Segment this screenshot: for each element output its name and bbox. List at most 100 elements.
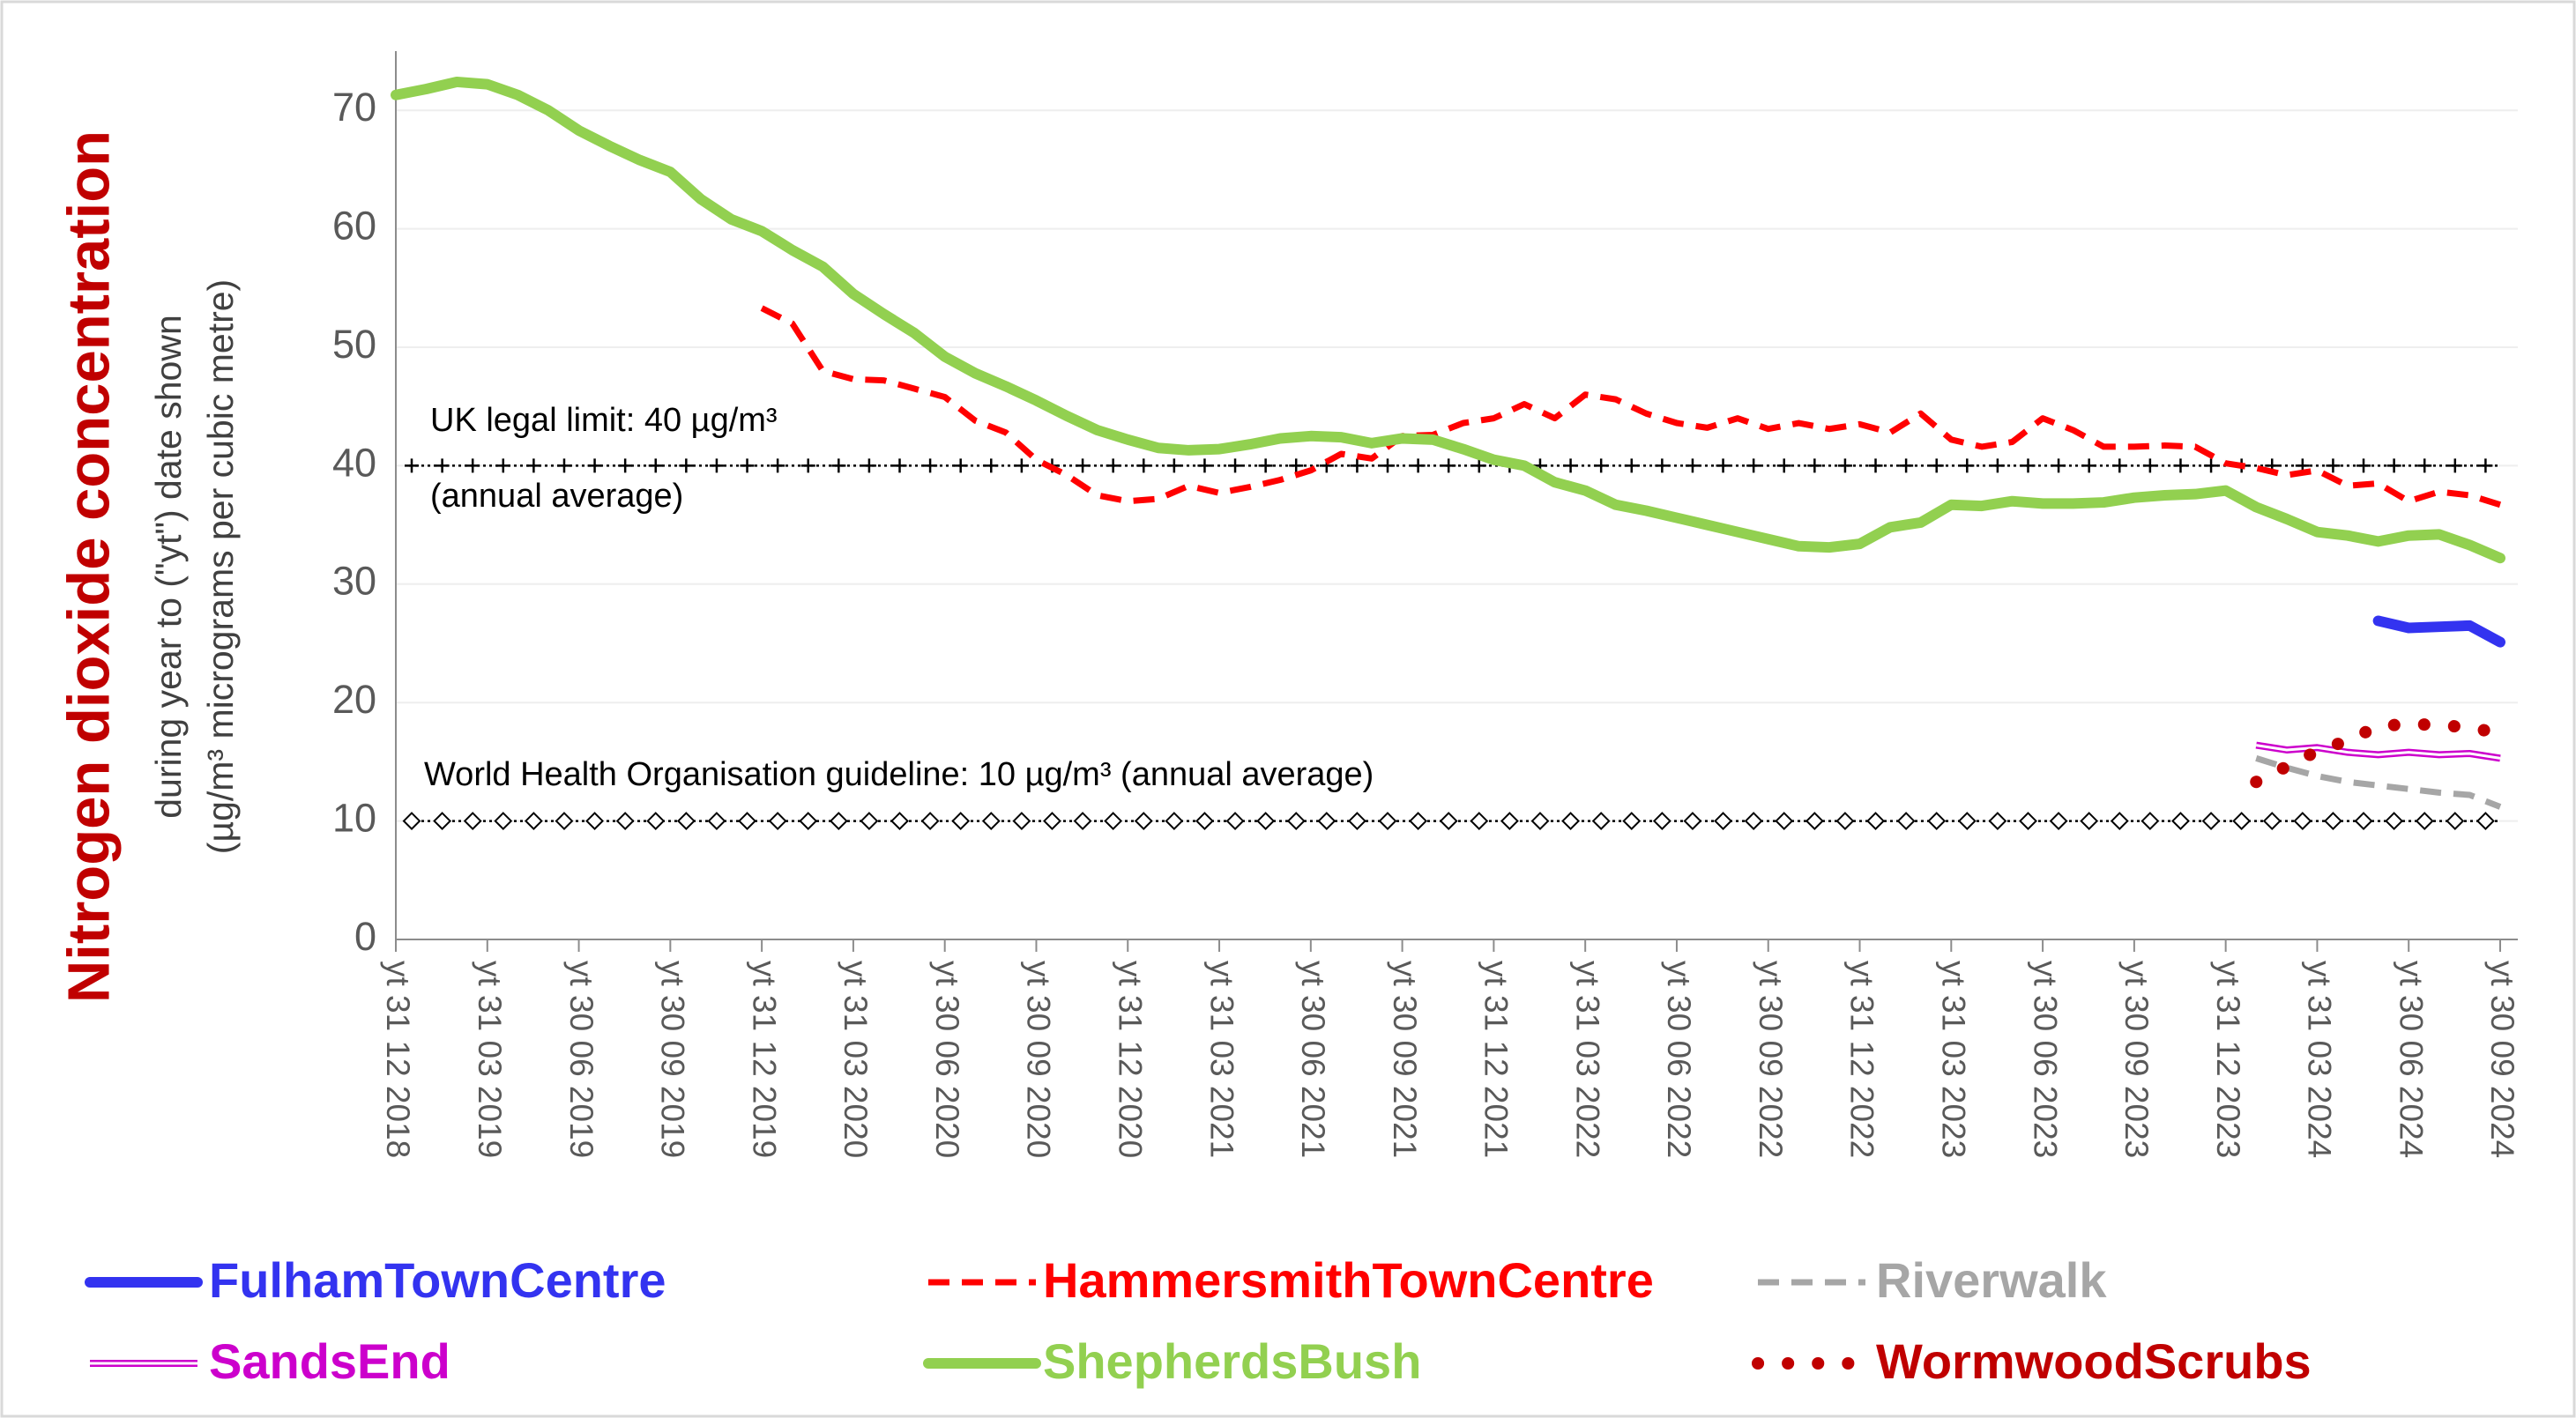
reference-marker — [709, 458, 724, 473]
legend-label: ShepherdsBush — [1043, 1333, 1421, 1389]
reference-marker — [676, 812, 696, 831]
reference-marker — [890, 812, 909, 831]
reference-marker — [1073, 812, 1092, 831]
reference-marker — [2080, 812, 2099, 831]
reference-marker — [2110, 812, 2129, 831]
reference-marker — [1622, 812, 1642, 831]
reference-marker — [860, 812, 879, 831]
x-tick-label: yt 31 03 2023 — [1936, 961, 1972, 1158]
reference-marker — [405, 458, 419, 473]
reference-marker — [1256, 812, 1276, 831]
reference-marker — [435, 458, 450, 473]
reference-marker — [1775, 812, 1794, 831]
reference-marker — [1225, 812, 1245, 831]
reference-marker — [1591, 812, 1611, 831]
reference-marker — [2356, 458, 2371, 473]
x-tick-label: yt 30 06 2024 — [2393, 961, 2429, 1158]
reference-marker — [618, 458, 633, 473]
series-line — [391, 76, 2505, 564]
reference-marker — [1441, 458, 1456, 473]
x-tick-label: yt 31 03 2022 — [1569, 961, 1605, 1158]
reference-marker — [2140, 812, 2160, 831]
reference-marker — [800, 458, 815, 473]
reference-marker — [1563, 458, 1578, 473]
reference-marker — [1136, 458, 1151, 473]
reference-marker — [2447, 458, 2462, 473]
reference-marker — [1624, 458, 1639, 473]
x-tick-label: yt 30 09 2024 — [2484, 961, 2520, 1158]
reference-marker — [1744, 812, 1763, 831]
reference-marker — [2293, 812, 2312, 831]
x-tick-label: yt 30 09 2022 — [1753, 961, 1789, 1158]
reference-marker — [861, 458, 876, 473]
y-axis-label: during year to ("yt") date shown — [148, 315, 189, 819]
series-line-inner — [2256, 744, 2501, 760]
series-line — [2372, 615, 2505, 648]
reference-marker — [951, 812, 971, 831]
reference-marker — [799, 812, 818, 831]
y-tick-label: 30 — [332, 559, 376, 604]
reference-marker — [1165, 812, 1184, 831]
y-tick-label: 10 — [332, 795, 376, 840]
reference-marker — [463, 812, 482, 831]
reference-marker — [556, 458, 571, 473]
reference-marker — [1807, 458, 1822, 473]
reference-marker — [587, 458, 602, 473]
reference-marker — [1746, 458, 1761, 473]
reference-marker — [2262, 812, 2282, 831]
reference-marker — [920, 812, 940, 831]
reference-marker — [1411, 458, 1426, 473]
reference-marker — [1106, 458, 1120, 473]
legend-label: Riverwalk — [1876, 1252, 2107, 1308]
reference-marker — [1348, 812, 1366, 831]
reference-marker — [495, 458, 510, 473]
reference-marker — [1929, 458, 1944, 473]
reference-marker — [1988, 812, 2007, 831]
reference-marker — [646, 812, 666, 831]
reference-marker — [1381, 458, 1396, 473]
reference-marker — [2478, 458, 2493, 473]
reference-marker — [1927, 812, 1947, 831]
reference-marker — [2475, 812, 2495, 831]
reference-marker — [1896, 812, 1916, 831]
x-tick-label: yt 31 03 2024 — [2302, 961, 2338, 1158]
reference-marker — [1594, 458, 1609, 473]
reference-marker — [1805, 812, 1824, 831]
reference-marker — [1286, 812, 1306, 831]
reference-marker — [1350, 458, 1365, 473]
x-tick-label: yt 30 09 2019 — [655, 961, 691, 1158]
y-tick-label: 60 — [332, 203, 376, 248]
reference-marker — [2019, 812, 2037, 831]
reference-marker — [526, 458, 541, 473]
reference-marker — [555, 812, 574, 831]
x-tick-label: yt 31 03 2020 — [838, 961, 874, 1158]
reference-marker — [707, 812, 726, 831]
reference-marker — [1166, 458, 1181, 473]
y-tick-label: 40 — [332, 440, 376, 485]
x-tick-label: yt 31 12 2019 — [746, 961, 782, 1158]
reference-marker — [1439, 812, 1458, 831]
reference-marker — [831, 458, 846, 473]
reference-marker — [1012, 812, 1031, 831]
x-tick-label: yt 31 12 2018 — [380, 961, 416, 1158]
reference-marker — [585, 812, 604, 831]
reference-marker — [2385, 812, 2404, 831]
reference-marker — [1652, 812, 1671, 831]
reference-marker — [1714, 812, 1732, 831]
series-line — [760, 305, 2502, 509]
x-tick-label: yt 31 12 2021 — [1478, 961, 1515, 1158]
reference-marker — [1655, 458, 1670, 473]
legend-label: HammersmithTownCentre — [1043, 1252, 1654, 1308]
x-tick-label: yt 30 06 2023 — [2027, 961, 2063, 1158]
reference-marker — [1076, 458, 1091, 473]
x-tick-label: yt 31 12 2023 — [2210, 961, 2246, 1158]
reference-marker — [465, 458, 480, 473]
reference-marker — [1317, 812, 1336, 831]
reference-marker — [1197, 458, 1212, 473]
reference-marker — [1776, 458, 1791, 473]
reference-marker — [2324, 812, 2342, 831]
reference-marker — [2386, 458, 2401, 473]
reference-marker — [1866, 812, 1885, 831]
y-tick-label: 0 — [354, 914, 376, 959]
